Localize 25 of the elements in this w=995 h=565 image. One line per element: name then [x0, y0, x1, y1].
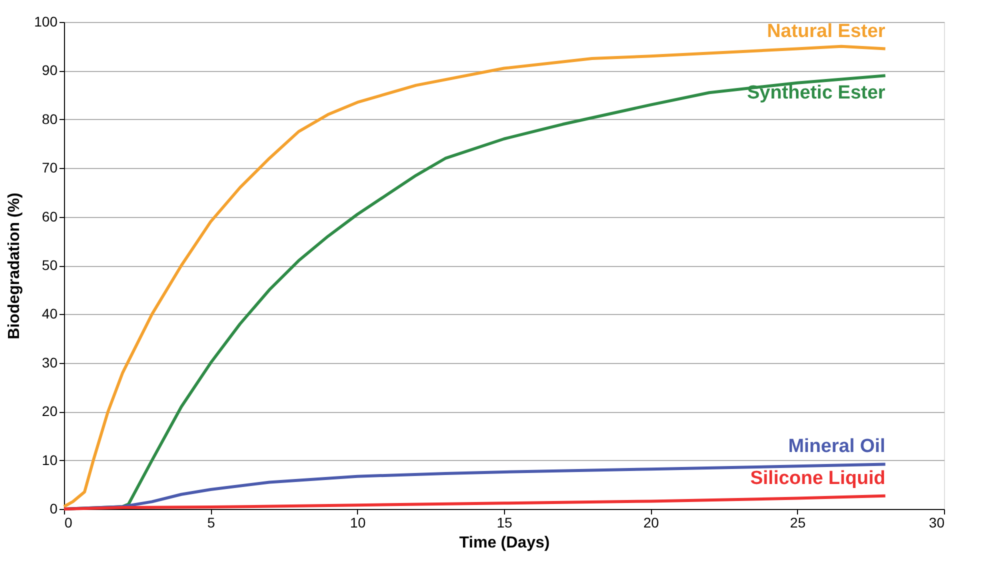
y-tick-label: 80	[42, 110, 58, 127]
line-series	[62, 494, 887, 510]
y-tick-label: 0	[50, 500, 58, 516]
x-tick-label: 0	[64, 514, 72, 530]
series-label: Natural Ester	[767, 20, 886, 42]
y-axis-title: Biodegradation (%)	[6, 192, 24, 340]
x-tick-label: 5	[207, 514, 216, 530]
y-tick-label: 60	[42, 208, 58, 224]
x-tick-label: 20	[643, 514, 660, 530]
x-tick-label: 10	[350, 514, 366, 530]
y-tick-label: 70	[42, 160, 58, 176]
series-label: Silicone Liquid	[750, 468, 886, 489]
x-tick-label: 30	[928, 514, 945, 530]
x-tick-label: 25	[790, 514, 806, 530]
y-tick-label: 40	[42, 306, 58, 322]
y-tick-label: 50	[42, 257, 58, 273]
y-tick-label: 90	[42, 62, 58, 78]
series-label: Mineral Oil	[788, 436, 886, 458]
y-tick-label: 30	[42, 354, 58, 370]
x-axis-title: Time (Days)	[459, 534, 550, 552]
x-tick-label: 15	[496, 514, 512, 530]
series-label: Synthetic Ester	[747, 82, 886, 104]
y-tick-label: 10	[42, 452, 58, 468]
y-tick-label: 100	[34, 14, 58, 30]
y-tick-label: 20	[42, 403, 58, 420]
